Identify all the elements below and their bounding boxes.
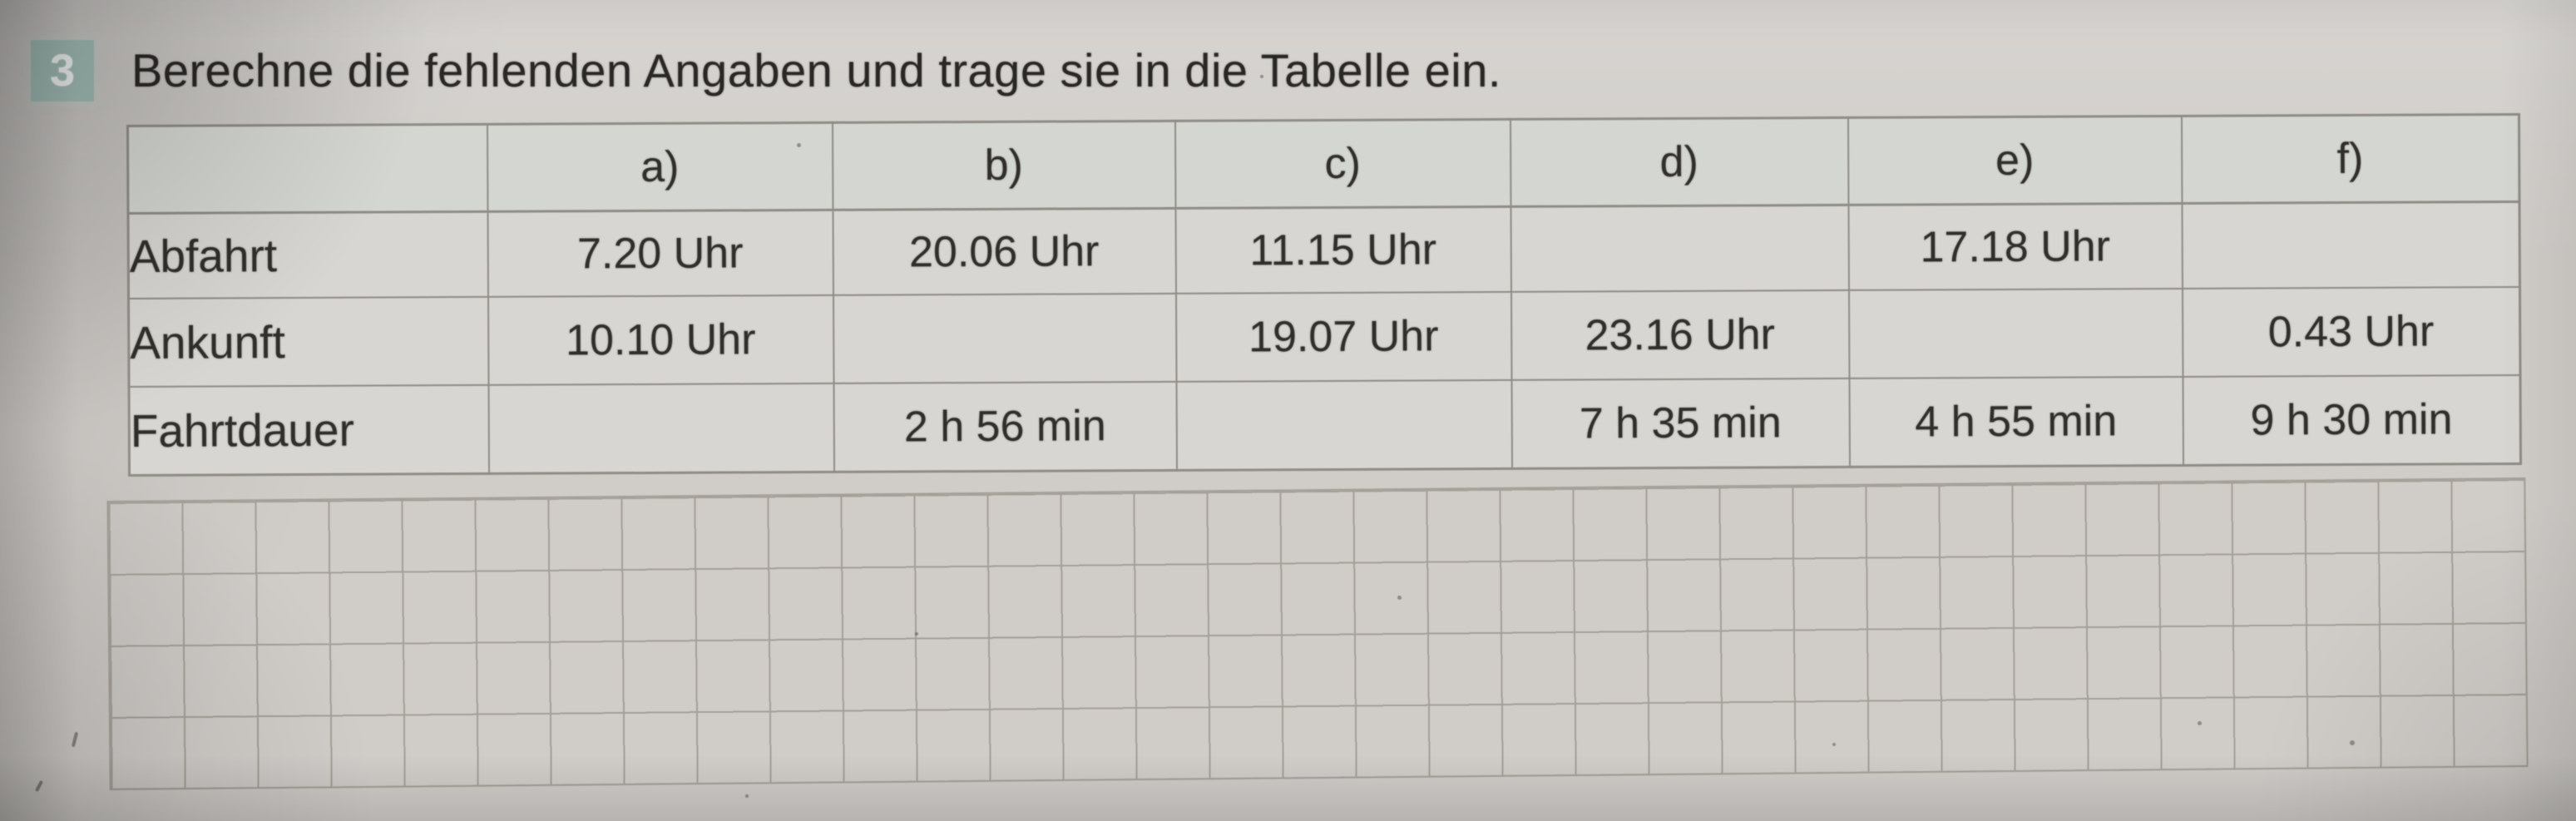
cell-abfahrt-b: 20.06 Uhr <box>832 208 1176 295</box>
table-header-row: a) b) c) d) e) f) <box>127 114 2519 214</box>
task-title: Berechne die fehlenden Angaben und trage… <box>131 43 1501 96</box>
cell-ankunft-b <box>833 293 1177 383</box>
table-row-fahrtdauer: Fahrtdauer 2 h 56 min 7 h 35 min 4 h 55 … <box>129 374 2521 476</box>
task-number-badge: 3 <box>31 40 94 101</box>
cell-abfahrt-a: 7.20 Uhr <box>487 210 833 297</box>
cell-abfahrt-c: 11.15 Uhr <box>1174 206 1511 294</box>
times-table: a) b) c) d) e) f) Abfahrt 7.20 Uhr 20.06… <box>126 112 2523 477</box>
task-number: 3 <box>49 46 76 96</box>
cell-ankunft-a: 10.10 Uhr <box>487 294 834 385</box>
cell-fahrtdauer-d: 7 h 35 min <box>1511 378 1850 469</box>
dust-speck <box>1260 75 1263 78</box>
header-cell-a: a) <box>487 122 833 212</box>
header-cell-c: c) <box>1174 119 1510 209</box>
header-cell-e: e) <box>1847 116 2182 205</box>
table-row-ankunft: Ankunft 10.10 Uhr 19.07 Uhr 23.16 Uhr 0.… <box>128 286 2520 388</box>
dust-speck <box>797 143 801 147</box>
cell-abfahrt-f <box>2181 201 2520 289</box>
cell-ankunft-c: 19.07 Uhr <box>1175 291 1512 382</box>
row-label-fahrtdauer: Fahrtdauer <box>129 384 489 476</box>
cell-ankunft-d: 23.16 Uhr <box>1510 289 1849 380</box>
dust-speck <box>915 632 918 636</box>
row-label-ankunft: Ankunft <box>128 296 489 388</box>
row-label-abfahrt: Abfahrt <box>128 211 488 299</box>
cell-fahrtdauer-e: 4 h 55 min <box>1848 376 2183 467</box>
cell-ankunft-f: 0.43 Uhr <box>2182 286 2520 377</box>
header-cell-d: d) <box>1510 117 1848 207</box>
cell-abfahrt-d <box>1510 205 1849 292</box>
cell-abfahrt-e: 17.18 Uhr <box>1847 203 2183 290</box>
header-cell-f: f) <box>2181 114 2519 204</box>
cell-fahrtdauer-f: 9 h 30 min <box>2182 374 2521 466</box>
cell-fahrtdauer-c <box>1176 379 1512 471</box>
dust-speck <box>1397 596 1402 600</box>
header-cell-corner <box>127 124 487 214</box>
dust-speck <box>2198 721 2202 725</box>
header-cell-b: b) <box>832 121 1175 210</box>
cell-fahrtdauer-a <box>488 383 834 474</box>
cell-fahrtdauer-b: 2 h 56 min <box>833 381 1177 472</box>
pencil-mark <box>34 779 44 793</box>
table-row-abfahrt: Abfahrt 7.20 Uhr 20.06 Uhr 11.15 Uhr 17.… <box>128 201 2520 299</box>
pencil-mark <box>71 731 79 748</box>
dust-speck <box>745 794 749 798</box>
cell-ankunft-e <box>1848 288 2183 378</box>
squared-paper-grid <box>106 477 2529 790</box>
dust-speck <box>1832 743 1836 746</box>
dust-speck <box>2350 740 2355 745</box>
